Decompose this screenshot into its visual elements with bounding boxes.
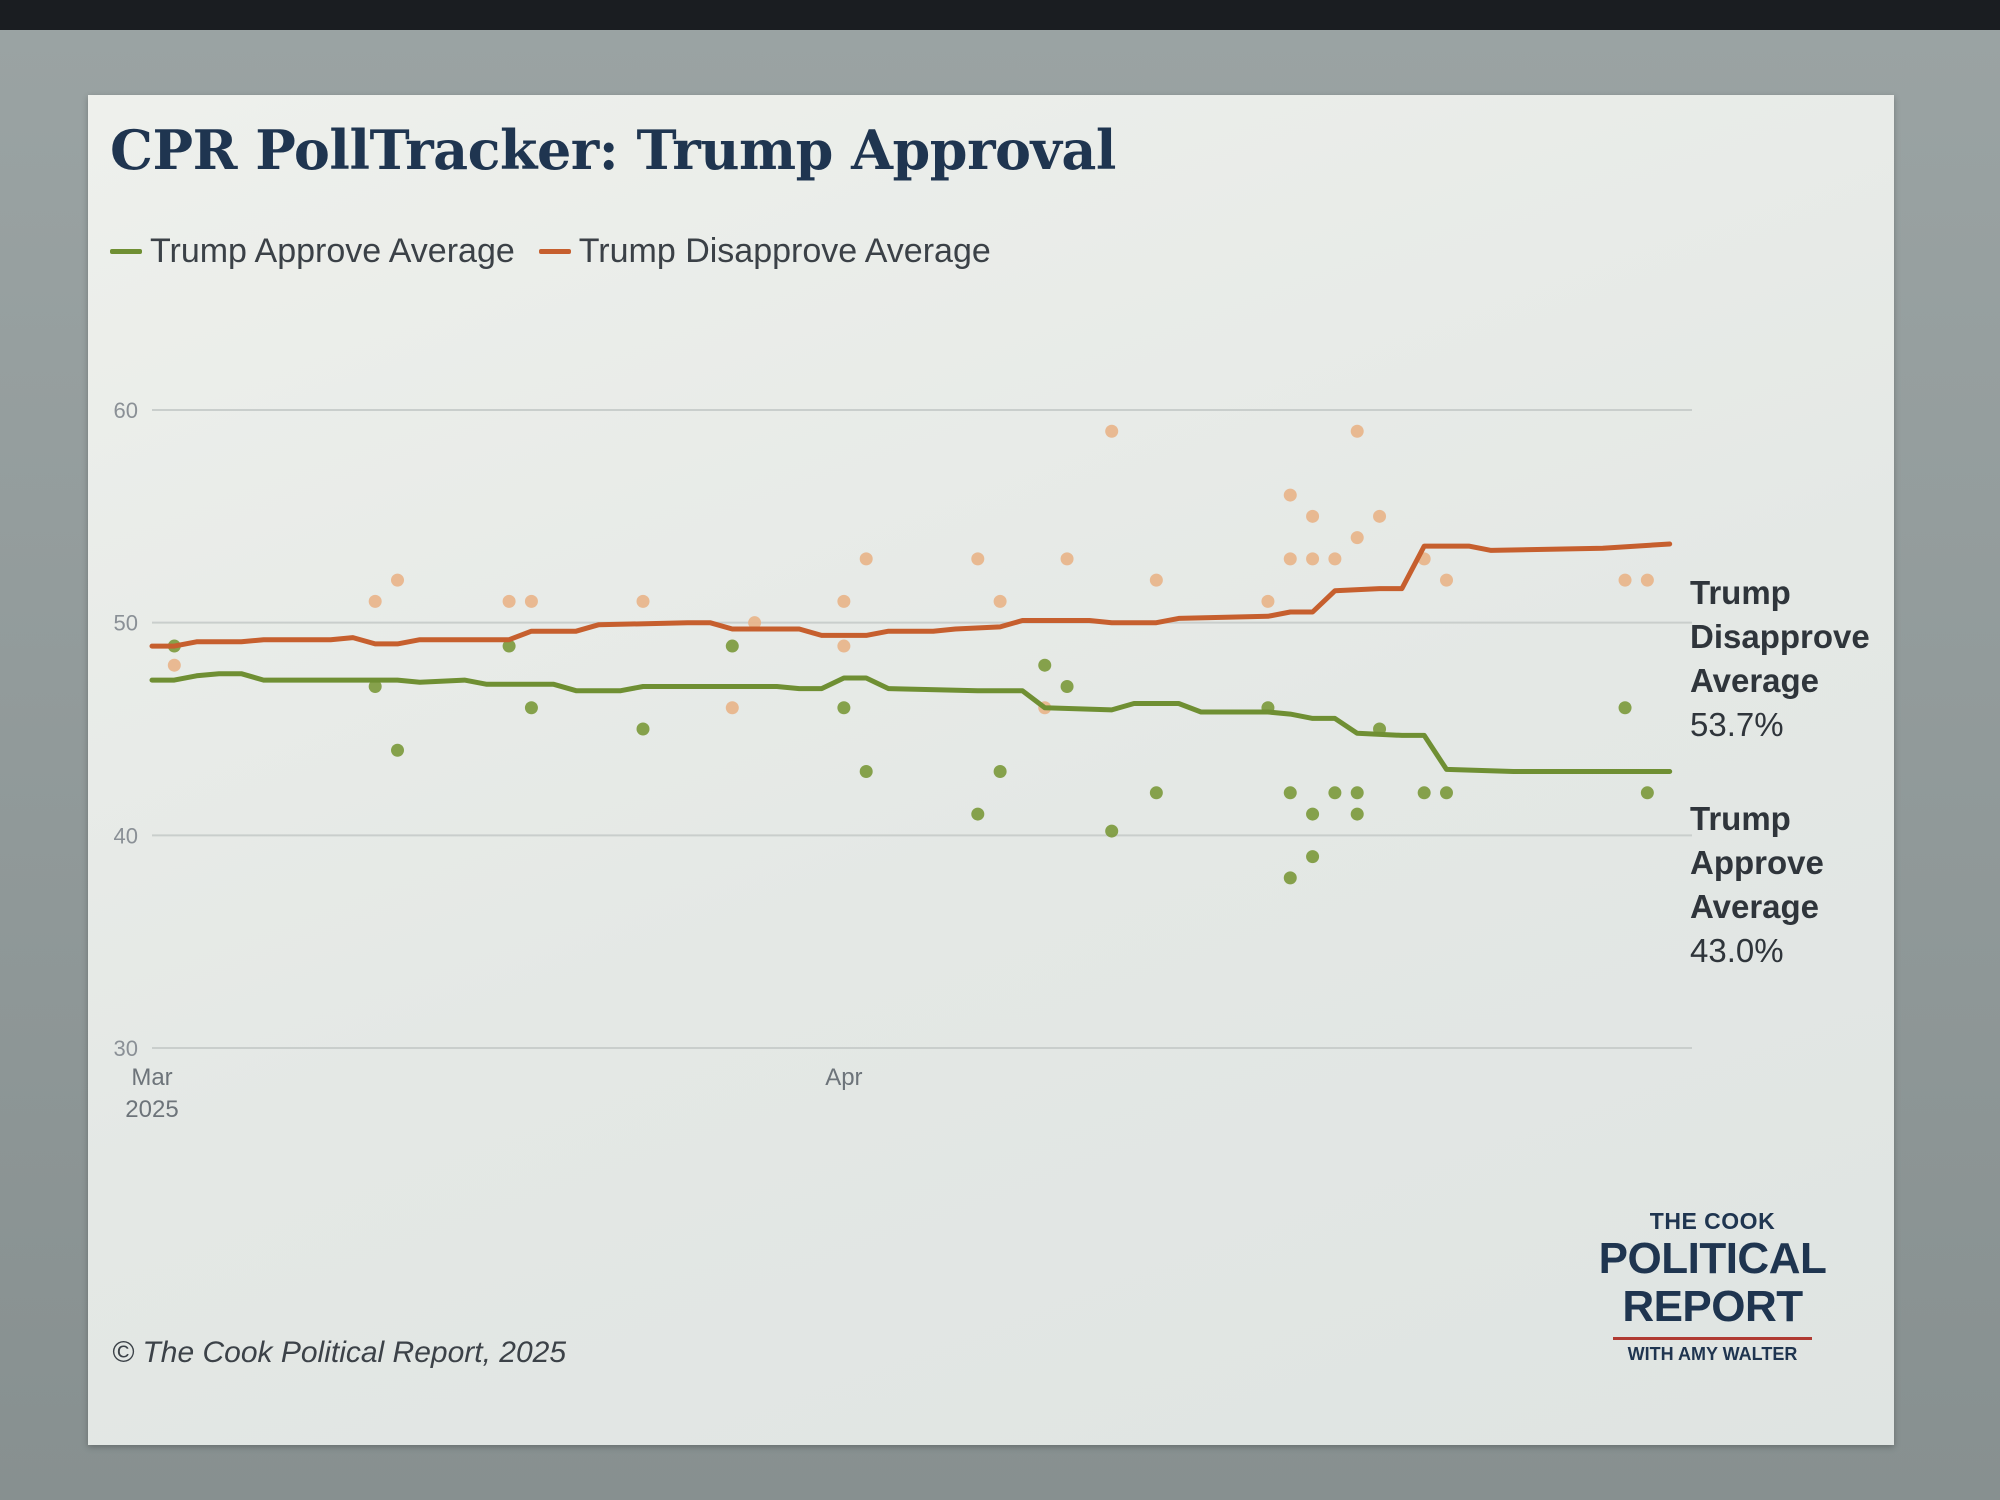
disapprove-poll-point-8 [837,594,851,608]
x-tick-sublabel-0: 2025 [125,1096,178,1123]
approve-poll-point-10 [993,765,1007,779]
y-tick-label-40: 40 [114,823,138,848]
approve-poll-point-5 [636,722,650,736]
approve-poll-point-14 [1149,786,1163,800]
approve-poll-point-25 [1439,786,1453,800]
disapprove-poll-point-10 [859,552,873,566]
end-label-approve-name: Trump Approve Average [1690,800,1824,925]
disapprove-poll-point-25 [1373,509,1387,523]
disapprove-poll-point-19 [1283,552,1297,566]
approve-poll-point-8 [859,765,873,779]
screen-top-bar [0,0,2000,30]
disapprove-poll-point-21 [1306,552,1320,566]
disapprove-poll-point-14 [1060,552,1074,566]
disapprove-poll-point-18 [1283,488,1297,502]
approve-poll-point-6 [725,639,739,653]
logo-rule [1613,1337,1812,1340]
legend-item-approve[interactable]: Trump Approve Average [110,232,515,271]
disapprove-poll-point-3 [502,594,516,608]
disapprove-poll-point-5 [636,594,650,608]
logo-line-1: POLITICAL [1598,1234,1827,1283]
approve-poll-point-11 [1038,658,1052,672]
chart-title: CPR PollTracker: Trump Approval [110,118,1116,182]
end-label-approve-value: 43.0% [1690,932,1784,969]
approve-poll-point-20 [1328,786,1342,800]
disapprove-poll-point-22 [1328,552,1342,566]
disapprove-poll-point-11 [971,552,985,566]
approve-poll-point-3 [502,639,516,653]
approve-poll-point-17 [1283,871,1297,885]
approve-poll-point-21 [1350,786,1364,800]
disapprove-poll-point-27 [1439,573,1453,587]
legend-swatch-disapprove [538,249,571,254]
logo-top-text: THE COOK [1649,1208,1776,1234]
y-tick-label-50: 50 [114,611,138,636]
end-label-approve: Trump Approve Average 43.0% [1690,753,1890,1017]
end-label-disapprove-value: 53.7% [1690,706,1784,743]
disapprove-poll-point-16 [1149,573,1163,587]
logo-sub-text: WITH AMY WALTER [1627,1344,1798,1364]
approve-poll-point-24 [1417,786,1431,800]
approve-poll-point-7 [837,701,851,715]
x-tick-label-mar: Mar [131,1064,172,1091]
disapprove-poll-point-9 [837,639,851,653]
approve-poll-point-16 [1283,786,1297,800]
y-tick-label-30: 30 [114,1036,138,1061]
disapprove-poll-point-17 [1261,594,1275,608]
disapprove-average-line [149,541,1673,649]
approve-poll-point-27 [1640,786,1654,800]
disapprove-poll-point-23 [1350,531,1364,545]
legend-swatch-approve [110,249,142,254]
y-tick-label-60: 60 [114,398,138,423]
chart-legend: Trump Approve Average Trump Disapprove A… [110,232,991,271]
approve-poll-point-2 [391,743,405,757]
approve-poll-point-12 [1060,679,1074,693]
disapprove-poll-point-6 [725,701,739,715]
approve-poll-point-18 [1306,807,1320,821]
end-label-disapprove-name: Trump Disapprove Average [1690,574,1870,699]
disapprove-poll-point-12 [993,594,1007,608]
approve-poll-point-22 [1350,807,1364,821]
disapprove-poll-point-29 [1640,573,1654,587]
legend-label-approve: Trump Approve Average [150,232,515,270]
disapprove-poll-point-1 [368,594,382,608]
approve-poll-point-4 [524,701,538,715]
disapprove-poll-point-28 [1618,573,1632,587]
legend-item-disapprove[interactable]: Trump Disapprove Average [538,232,991,271]
approve-average-line [149,671,1673,774]
cook-political-report-logo: THE COOK POLITICAL REPORT WITH AMY WALTE… [1585,1208,1840,1365]
disapprove-poll-point-20 [1306,509,1320,523]
disapprove-poll-point-15 [1105,424,1119,438]
approve-poll-point-26 [1618,701,1632,715]
approve-poll-point-13 [1105,824,1119,838]
end-label-disapprove: Trump Disapprove Average 53.7% [1690,527,1890,791]
disapprove-poll-point-0 [167,658,181,672]
approve-poll-point-1 [368,679,382,693]
x-tick-label-apr: Apr [825,1064,862,1091]
legend-label-disapprove: Trump Disapprove Average [578,232,991,270]
logo-line-2: REPORT [1622,1282,1803,1331]
approve-poll-point-9 [971,807,985,821]
copyright-credit: © The Cook Political Report, 2025 [112,1336,566,1369]
disapprove-poll-point-7 [748,616,762,630]
disapprove-poll-point-24 [1350,424,1364,438]
disapprove-poll-point-4 [524,594,538,608]
approve-poll-point-19 [1306,850,1320,864]
disapprove-poll-point-2 [391,573,405,587]
